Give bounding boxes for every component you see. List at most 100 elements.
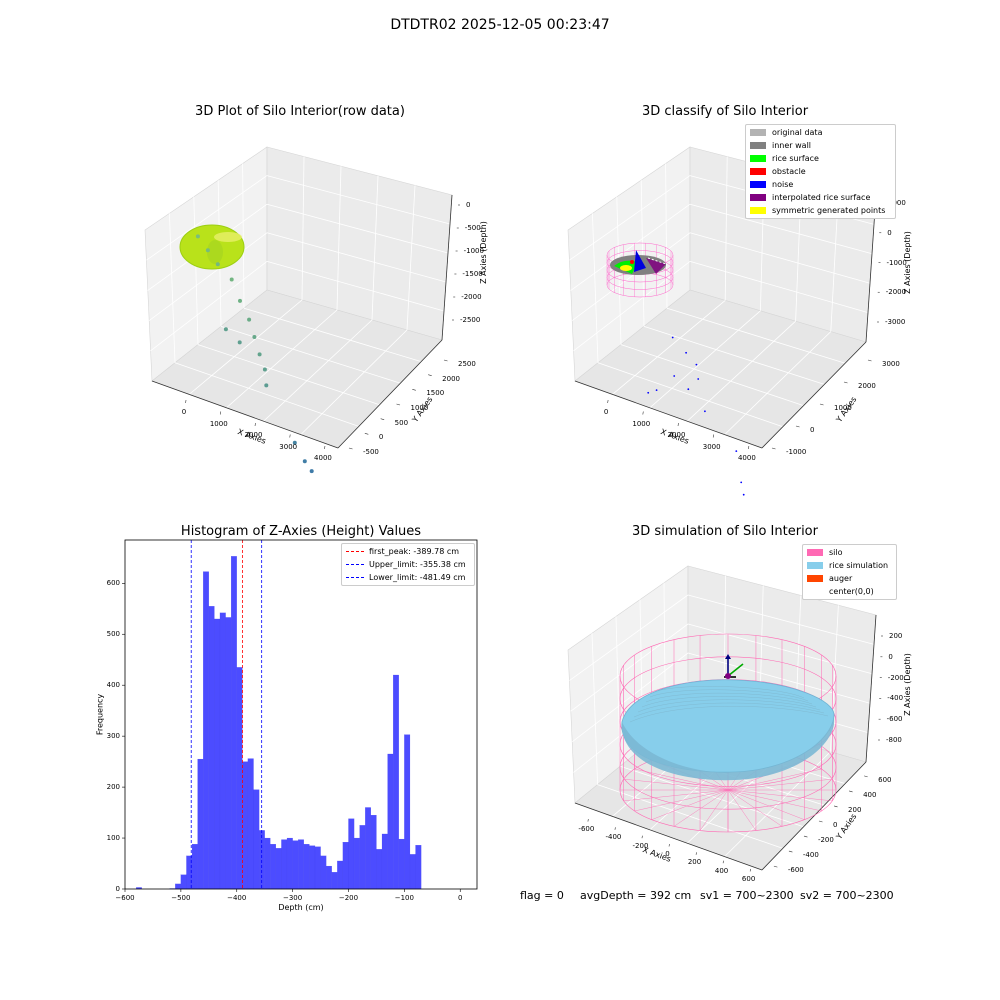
- cls-x-tick-label: 4000: [737, 454, 756, 462]
- rice-point-cluster-core: [207, 240, 223, 264]
- raw-z-tick-label: -2500: [460, 316, 481, 324]
- sim-y-tick-mark: [818, 820, 823, 823]
- histogram-y-tick-label: 600: [106, 579, 120, 588]
- raw-data-point: [257, 352, 262, 357]
- classify-legend-swatch: [750, 168, 766, 175]
- grid-line: [666, 307, 846, 364]
- raw-z-tick-label: -2000: [461, 293, 482, 301]
- raw-y-tick-label: 1500: [426, 389, 445, 398]
- noise-point: [687, 388, 690, 391]
- sv2-text: sv2 = 700~2300: [800, 889, 894, 902]
- histogram-x-tick-label: −600: [115, 894, 135, 902]
- cls-x-tick-label: 1000: [632, 419, 651, 428]
- grid-line: [571, 232, 691, 321]
- grid-line: [597, 784, 783, 849]
- classify-legend-label: noise: [772, 180, 794, 189]
- simulation-legend-entry: silo: [803, 546, 896, 559]
- sim-y-tick-label: 400: [863, 790, 877, 799]
- histogram-legend-label: Lower_limit: -481.49 cm: [369, 573, 466, 582]
- noise-point: [671, 336, 674, 339]
- y-axis-line: [337, 339, 443, 449]
- grid-line: [687, 623, 873, 675]
- grid-line: [573, 261, 691, 352]
- histogram-x-tick-label: 0: [458, 894, 463, 902]
- simulation-legend-swatch: [807, 549, 823, 556]
- cls-y-tick-mark: [819, 403, 824, 406]
- classify-legend-label: rice surface: [772, 154, 819, 163]
- rice-simulation-side: [622, 716, 834, 781]
- sim-x-tick-label: -200: [632, 841, 649, 850]
- classify-legend-entry: symmetric generated points: [746, 204, 895, 217]
- classify-legend-label: obstacle: [772, 167, 806, 176]
- cls-z-tick-label: -1000: [886, 258, 907, 267]
- grid-line: [220, 326, 401, 384]
- cls-x-tick-label: 3000: [702, 442, 721, 451]
- sim-x-tick-mark: [722, 860, 724, 864]
- grid-line: [687, 594, 875, 645]
- raw-plot-title: 3D Plot of Silo Interior(row data): [195, 104, 405, 119]
- raw-data-point: [205, 248, 210, 253]
- sim-y-tick-mark: [773, 865, 778, 868]
- simulation-legend-swatch: [807, 575, 823, 582]
- grid-line: [301, 156, 305, 301]
- cls-x-tick-label: 2000: [667, 431, 686, 439]
- histogram-x-tick-label: −400: [227, 894, 247, 902]
- noise-point: [697, 378, 700, 380]
- histogram-y-tick-label: 300: [106, 732, 120, 741]
- grid-line: [336, 166, 342, 311]
- grid-line: [686, 320, 796, 422]
- classify-legend-swatch: [750, 181, 766, 188]
- grid-line: [724, 331, 832, 435]
- cls-x-tick-mark: [712, 434, 714, 438]
- cls-x-tick-mark: [677, 422, 679, 427]
- grid-line: [242, 163, 245, 309]
- x-axis-line: [574, 380, 763, 449]
- cls-x-tick-mark: [748, 445, 750, 450]
- rice-point-cluster-highlight: [214, 232, 242, 242]
- raw-y-tick-label: 500: [394, 418, 409, 427]
- cls-z-tick-label: 1000: [888, 199, 906, 207]
- auger-z-arrowhead: [725, 654, 731, 659]
- cls-y-tick-label: 2000: [858, 382, 876, 390]
- grid-line: [597, 362, 783, 428]
- silo-floor-spoke: [651, 789, 729, 820]
- grid-line: [146, 175, 268, 261]
- histogram-x-tick-label: −200: [338, 894, 359, 902]
- sim-x-tick-label: 400: [714, 866, 729, 875]
- grid-line: [689, 232, 871, 284]
- classify-legend: original data inner wall rice surface obsta…: [745, 124, 896, 219]
- simulation-legend-label: rice simulation: [829, 561, 889, 570]
- grid-line: [592, 213, 599, 363]
- classify-legend-swatch: [750, 194, 766, 201]
- classify-legend-entry: interpolated rice surface: [746, 191, 895, 204]
- classify-legend-swatch: [750, 142, 766, 149]
- sim-x-tick-mark: [614, 827, 616, 830]
- raw-y-tick-mark: [348, 447, 353, 450]
- z-axis-line: [865, 614, 877, 763]
- classify-legend-label: interpolated rice surface: [772, 193, 871, 202]
- grid-line: [570, 623, 689, 712]
- sim-y-tick-label: -600: [787, 866, 804, 875]
- histogram-legend: first_peak: -389.78 cm Upper_limit: -355.…: [341, 543, 475, 586]
- sim-y-tick-mark: [864, 775, 868, 778]
- grid-line: [148, 232, 268, 321]
- grid-line: [640, 180, 645, 327]
- grid-line: [266, 261, 445, 312]
- sim-x-tick-label: 0: [665, 850, 670, 858]
- simulation-legend-entry: auger: [803, 572, 896, 585]
- histogram-legend-swatch: [346, 564, 364, 565]
- grid-line: [620, 344, 804, 406]
- sim-y-tick-label: 600: [878, 775, 892, 784]
- sim-y-tick-label: 0: [833, 821, 838, 829]
- histogram-y-tick-label: 100: [106, 834, 120, 843]
- raw-y-tick-mark: [364, 433, 369, 435]
- grid-line: [300, 329, 408, 435]
- grid-line: [169, 213, 176, 363]
- simulation-legend-swatch: [807, 588, 823, 595]
- histogram-x-tick-label: −500: [171, 894, 191, 902]
- noise-points: [634, 250, 646, 272]
- sim-x-tick-label: 200: [687, 858, 702, 867]
- raw-data-point: [302, 459, 307, 464]
- classify-legend-label: original data: [772, 128, 823, 137]
- cls-y-tick-mark: [771, 447, 776, 450]
